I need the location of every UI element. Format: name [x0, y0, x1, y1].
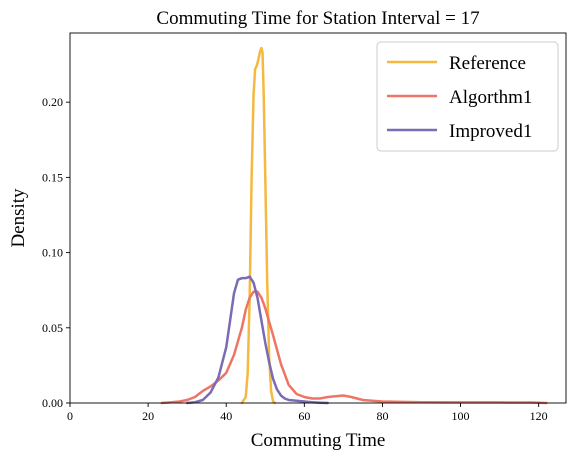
- series-line-3: [185, 275, 330, 405]
- plot-frame: [69, 32, 567, 404]
- x-tick-label: 80: [376, 409, 388, 423]
- legend-label-1: Reference: [449, 53, 526, 74]
- x-tick-label: 100: [452, 409, 470, 423]
- x-tick-label: 40: [220, 409, 232, 423]
- x-tick-label: 120: [530, 409, 548, 423]
- legend-label-3: Improved1: [449, 121, 532, 142]
- series-line-1: [240, 46, 277, 405]
- legend: Reference Algorthm1 Improved1: [376, 41, 559, 152]
- y-tick-label: 0.10: [42, 246, 63, 260]
- chart-title: Commuting Time for Station Interval = 17: [156, 8, 479, 29]
- y-tick-label: 0.15: [42, 170, 63, 184]
- y-axis-label: Density: [8, 188, 29, 248]
- y-tick-label: 0.20: [42, 95, 63, 109]
- y-tick-label: 0.05: [42, 321, 63, 335]
- x-tick-label: 60: [298, 409, 310, 423]
- legend-box: [376, 41, 559, 152]
- x-tick-label: 20: [142, 409, 154, 423]
- legend-label-2: Algorthm1: [449, 87, 532, 108]
- plot-area: 0 20 40 60 80 100 120 0.00 0.05 0.10 0.15 0.20: [42, 32, 567, 423]
- x-axis-label: Commuting Time: [251, 430, 386, 451]
- series-line-2: [160, 290, 548, 405]
- y-tick-label: 0.00: [42, 396, 63, 410]
- x-tick-label: 0: [67, 409, 73, 423]
